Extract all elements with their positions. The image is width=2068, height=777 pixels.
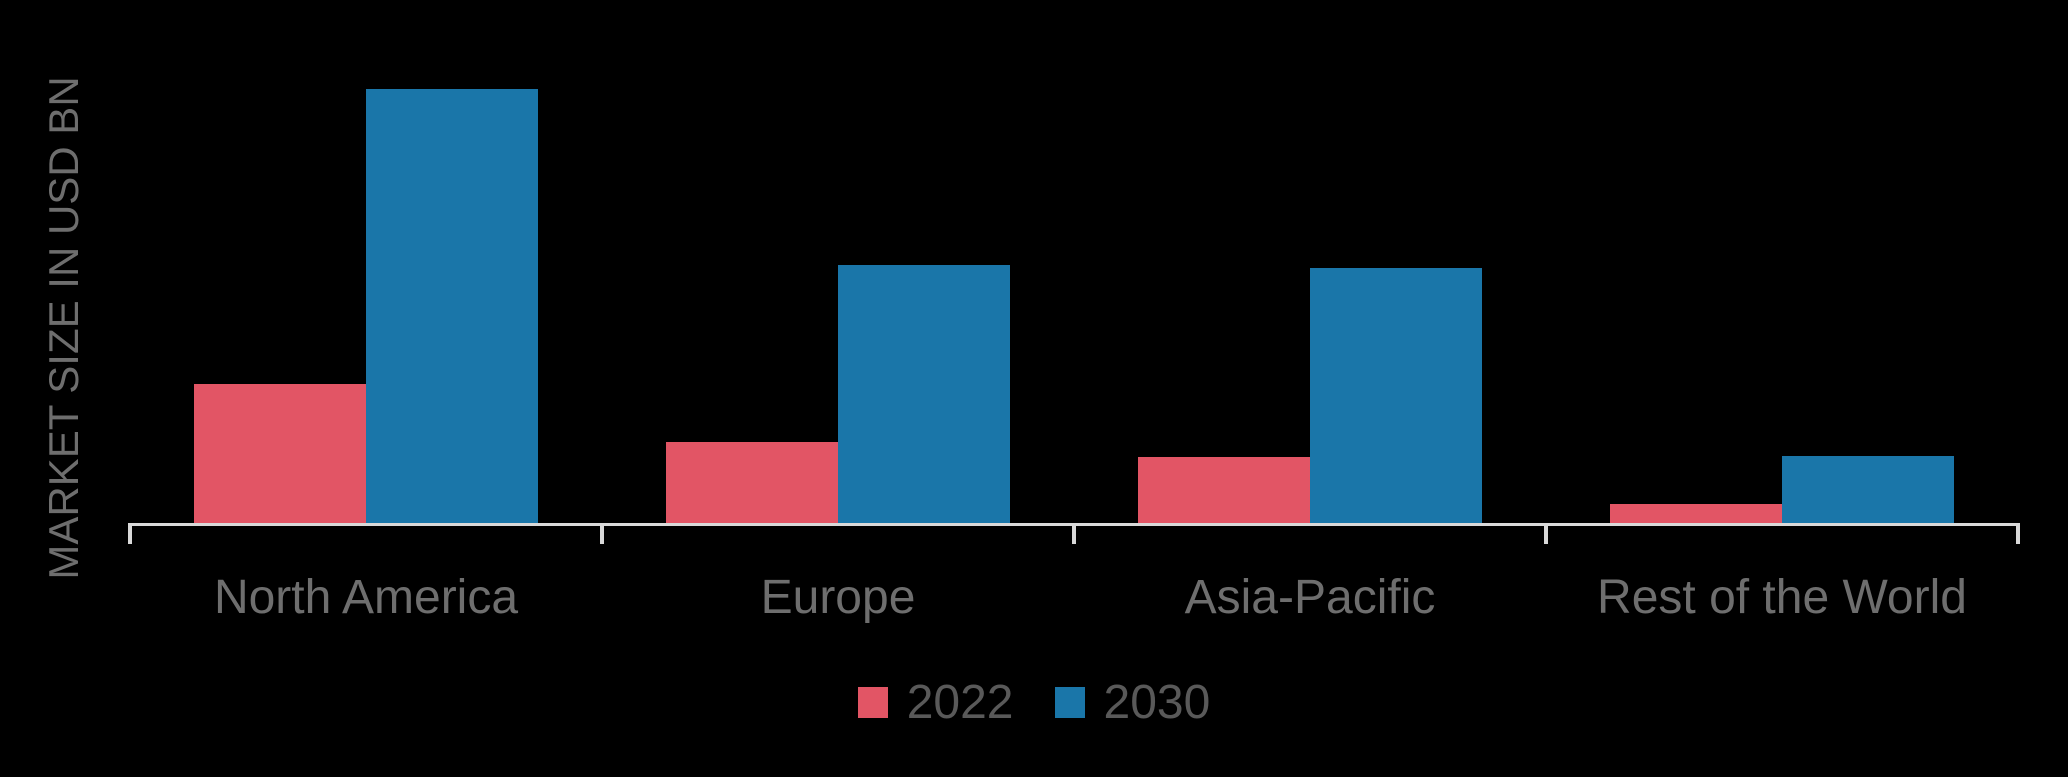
legend-label-2030: 2030 (1103, 675, 1211, 729)
bar-2022-rest-of-the-world (1610, 504, 1782, 523)
legend: 2022 2030 (0, 665, 2068, 740)
legend-swatch-2030-icon (1054, 687, 1085, 718)
bar-2030-asia-pacific (1310, 268, 1482, 523)
x-axis-tick-0 (128, 523, 132, 544)
x-axis-tick-4 (2016, 523, 2020, 544)
bar-2022-asia-pacific (1138, 457, 1310, 523)
x-label-asia-pacific: Asia-Pacific (1184, 571, 1436, 624)
x-axis-tick-1 (600, 523, 604, 544)
bar-2030-europe (838, 265, 1010, 523)
legend-label-2022: 2022 (906, 675, 1014, 729)
x-label-rest-of-the-world: Rest of the World (1597, 571, 1967, 624)
legend-item-2022: 2022 (857, 675, 1014, 729)
legend-item-2030: 2030 (1054, 675, 1211, 729)
bar-2022-north-america (194, 384, 366, 523)
bar-2030-north-america (366, 89, 538, 523)
legend-swatch-2022-icon (857, 687, 888, 718)
x-label-europe: Europe (760, 571, 916, 624)
x-axis-tick-3 (1544, 523, 1548, 544)
x-axis-tick-2 (1072, 523, 1076, 544)
bar-2022-europe (666, 442, 838, 523)
x-label-north-america: North America (213, 571, 519, 624)
bar-2030-rest-of-the-world (1782, 456, 1954, 523)
